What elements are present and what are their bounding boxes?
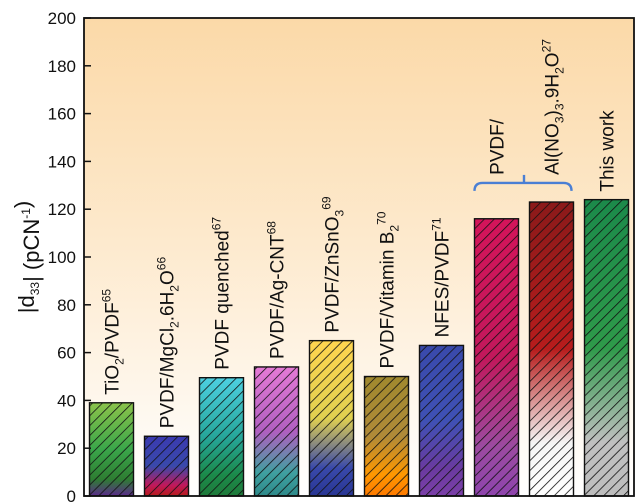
bar-label-4: PVDF/ZnSnO3​69​	[320, 196, 347, 333]
bar-hatch-8	[529, 202, 574, 496]
axes-group: 0 20 40 60 80 100 120 140 160 180 200 |d33| (pCN-1)	[10, 9, 635, 504]
bar-label-5: PVDF/Vitamin B2​70​	[375, 211, 402, 368]
y-tick-label-4: 80	[57, 296, 76, 315]
bar-label-1: PVDF/MgCl2​.6H2​O66​	[155, 257, 182, 429]
y-tick-label-6: 120	[48, 200, 76, 219]
y-tick-label-7: 140	[48, 152, 76, 171]
bar-hatch-0	[89, 402, 134, 496]
bar-hatch-5	[364, 376, 409, 496]
bar-label-9: This work	[598, 110, 619, 192]
bar-label-3: PVDF/Ag-CNT68​	[265, 221, 289, 359]
y-tick-label-10: 200	[48, 9, 76, 28]
bar-hatch-9	[584, 199, 629, 496]
bar-hatch-4	[309, 340, 354, 496]
bar-label-2: PVDF quenched67​	[210, 217, 234, 370]
y-axis-title: |d33| (pCN-1)	[10, 201, 44, 313]
bar-labels-group: TiO2​/PVDF65​ PVDF/MgCl2​.6H2​O66​ PVDF qu…	[100, 39, 619, 428]
group-label-line1: PVDF/	[488, 118, 509, 175]
y-tick-label-0: 0	[67, 487, 76, 504]
y-tick-label-1: 20	[57, 439, 76, 458]
y-tick-label-2: 40	[57, 391, 76, 410]
bar-hatch-1	[144, 436, 189, 496]
bar-hatch-7	[474, 218, 519, 496]
bars-group	[88, 198, 630, 497]
y-tick-label-3: 60	[57, 344, 76, 363]
group-label-line2: Al(NO3​)3​.9H2​O27​	[540, 39, 567, 175]
bar-label-0: TiO2​/PVDF65​	[100, 289, 127, 395]
bar-hatch-2	[199, 377, 244, 496]
bar-hatch-6	[419, 345, 464, 496]
y-tick-label-9: 180	[48, 57, 76, 76]
y-tick-label-5: 100	[48, 248, 76, 267]
bar-hatch-3	[254, 366, 299, 496]
y-tick-label-8: 160	[48, 105, 76, 124]
bar-label-6: NFES/PVDF71​	[430, 217, 454, 337]
